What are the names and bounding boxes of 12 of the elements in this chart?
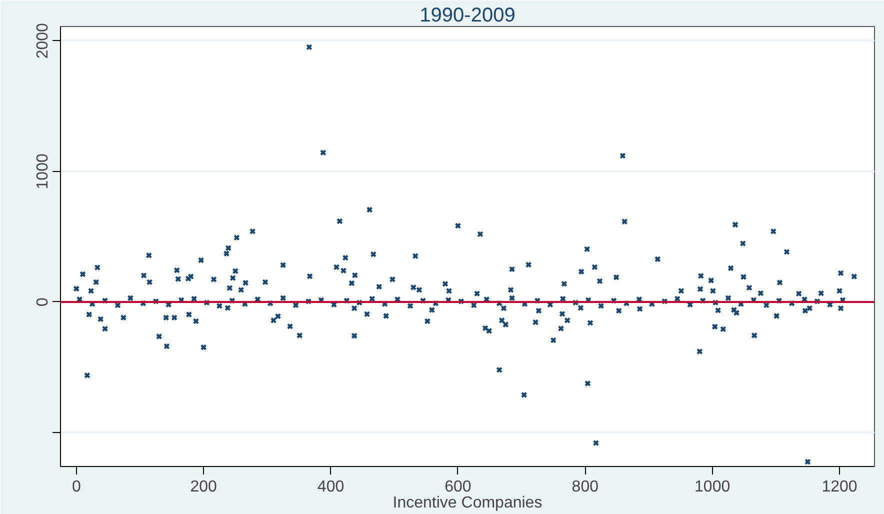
x-tick-label: 600 (444, 478, 472, 496)
x-tick-label: 200 (190, 478, 218, 496)
x-axis-title: Incentive Companies (392, 494, 542, 512)
x-tick-label: 400 (317, 478, 344, 496)
x-tick-label: 800 (572, 478, 599, 496)
chart-title: 1990-2009 (420, 4, 516, 26)
y-tick-label: 2000 (34, 22, 52, 59)
y-tick-label: 1000 (34, 154, 52, 190)
y-tick-label: 0 (34, 297, 52, 306)
x-tick-label: 1000 (694, 478, 730, 496)
x-tick-label: 1200 (822, 478, 858, 496)
x-tick-label: 0 (72, 478, 81, 496)
